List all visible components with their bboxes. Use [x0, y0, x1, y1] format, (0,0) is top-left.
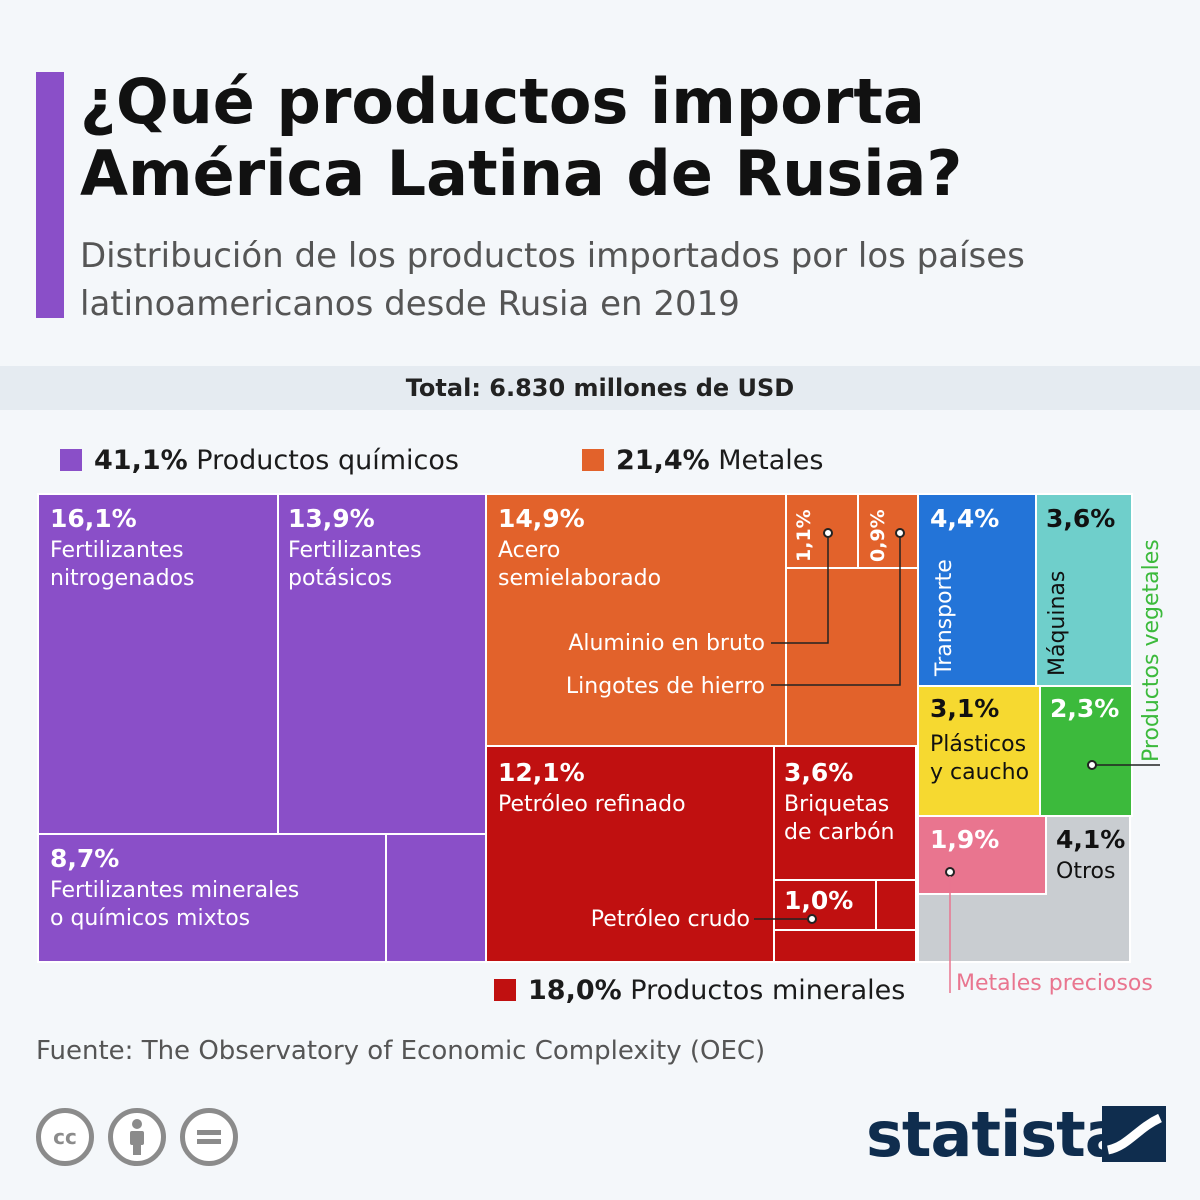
callout-dot-aluminio — [823, 528, 833, 538]
value-acero-semielaborado: 14,9% — [498, 504, 585, 533]
cell-lingotes-de-hierro — [857, 493, 919, 569]
label-acero-semielaborado-line-1: Acero — [498, 538, 560, 563]
value-transporte: 4,4% — [930, 504, 999, 533]
label-transporte: Transporte — [932, 559, 957, 677]
statista-mark-icon — [1102, 1106, 1166, 1162]
cell-quimicos-otros — [385, 833, 487, 963]
label-acero-semielaborado-line-2: semielaborado — [498, 566, 661, 591]
label-fertilizantes-nitrogenados-line-1: Fertilizantes — [50, 538, 184, 563]
cell-maquinas — [1035, 493, 1133, 687]
statista-logo: statista — [866, 1098, 1166, 1171]
legend-pct-minerales: 18,0% — [528, 975, 622, 1006]
callout-label-vegetales: Productos vegetales — [1139, 539, 1164, 762]
callout-dot-lingotes — [895, 528, 905, 538]
label-plasticos-y-caucho-line-1: Plásticos — [930, 732, 1026, 757]
legend-quimicos: 41,1% Productos químicos — [60, 445, 459, 476]
value-petroleo-refinado: 12,1% — [498, 758, 585, 787]
no-derivatives-icon — [180, 1108, 238, 1166]
callout-label-preciosos: Metales preciosos — [956, 971, 1153, 996]
value-maquinas: 3,6% — [1046, 504, 1115, 533]
label-fertilizantes-nitrogenados-line-2: nitrogenados — [50, 566, 195, 591]
label-fertilizantes-potasicos-line-1: Fertilizantes — [288, 538, 422, 563]
value-metales-preciosos: 1,9% — [930, 825, 999, 854]
value-briquetas-de-carbon: 3,6% — [784, 758, 853, 787]
label-plasticos-y-caucho-line-2: y caucho — [930, 760, 1029, 785]
callout-line-lingotes — [771, 533, 901, 686]
cell-petroleo-refinado — [485, 745, 775, 963]
label-maquinas: Máquinas — [1045, 571, 1070, 676]
legend-swatch-metales — [582, 449, 604, 471]
cell-metales-otros — [785, 567, 919, 747]
cell-transporte — [917, 493, 1037, 687]
legend-label-minerales: Productos minerales — [630, 975, 906, 1006]
callout-dot-preciosos — [945, 867, 955, 877]
legend-label-metales: Metales — [718, 445, 824, 476]
label-fertilizantes-mixtos-line-2: o químicos mixtos — [50, 906, 250, 931]
cell-minerales-otros-b — [773, 929, 917, 963]
label-otros-line-1: Otros — [1056, 859, 1115, 884]
chart-title: ¿Qué productos importa América Latina de… — [80, 65, 963, 210]
cell-metales-preciosos — [917, 815, 1047, 895]
cell-minerales-otros-a — [875, 879, 917, 931]
legend-swatch-quimicos — [60, 449, 82, 471]
label-briquetas-de-carbon-line-1: Briquetas — [784, 792, 889, 817]
label-fertilizantes-potasicos-line-2: potásicos — [288, 566, 392, 591]
chart-subtitle: Distribución de los productos importados… — [80, 236, 1025, 324]
value-fertilizantes-mixtos: 8,7% — [50, 844, 119, 873]
value-productos-vegetales: 2,3% — [1050, 694, 1119, 723]
callout-label-lingotes: Lingotes de hierro — [566, 674, 765, 699]
cc-icon: cc — [36, 1108, 94, 1166]
callout-label-aluminio: Aluminio en bruto — [568, 631, 765, 656]
value-otros: 4,1% — [1056, 825, 1125, 854]
value-fertilizantes-nitrogenados: 16,1% — [50, 504, 137, 533]
cell-fertilizantes-potasicos — [277, 493, 487, 835]
source-note: Fuente: The Observatory of Economic Comp… — [36, 1036, 766, 1066]
legend-label-quimicos: Productos químicos — [196, 445, 459, 476]
attribution-icon — [108, 1108, 166, 1166]
cell-acero-semielaborado — [485, 493, 787, 747]
value-fertilizantes-potasicos: 13,9% — [288, 504, 375, 533]
legend-pct-quimicos: 41,1% — [94, 445, 188, 476]
callout-label-crudo: Petróleo crudo — [591, 907, 750, 932]
label-petroleo-refinado-line-1: Petróleo refinado — [498, 792, 686, 817]
callout-dot-crudo — [807, 914, 817, 924]
legend-swatch-minerales — [494, 979, 516, 1001]
accent-bar — [36, 72, 64, 318]
statista-wordmark: statista — [866, 1098, 1127, 1171]
cell-fertilizantes-nitrogenados — [37, 493, 279, 835]
value-lingotes-de-hierro: 0,9% — [867, 509, 889, 562]
cell-plasticos-y-caucho — [917, 685, 1041, 817]
callout-dot-vegetales — [1087, 760, 1097, 770]
cell-briquetas-de-carbon — [773, 745, 917, 881]
total-label: Total: 6.830 millones de USD — [0, 366, 1200, 410]
legend-metales: 21,4% Metales — [582, 445, 823, 476]
legend-pct-metales: 21,4% — [616, 445, 710, 476]
callout-line-aluminio — [771, 533, 829, 644]
value-aluminio-en-bruto: 1,1% — [793, 509, 815, 562]
value-plasticos-y-caucho: 3,1% — [930, 694, 999, 723]
label-briquetas-de-carbon-line-2: de carbón — [784, 820, 894, 845]
legend-minerales: 18,0% Productos minerales — [494, 975, 905, 1006]
label-fertilizantes-mixtos-line-1: Fertilizantes minerales — [50, 878, 299, 903]
value-petroleo-crudo: 1,0% — [784, 886, 853, 915]
